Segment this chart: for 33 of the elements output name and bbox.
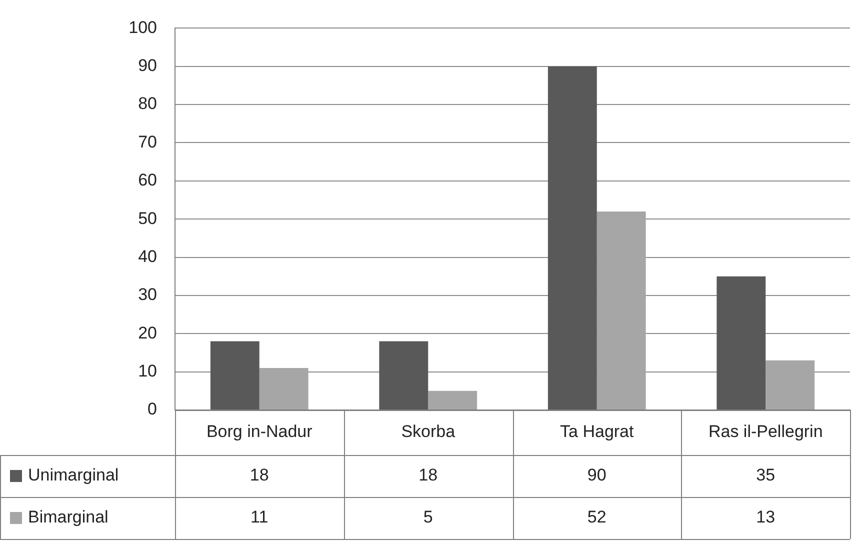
data-label: 18 bbox=[418, 466, 438, 485]
legend-label: Unimarginal bbox=[28, 466, 119, 485]
y-tick-label: 60 bbox=[138, 170, 157, 190]
y-tick-label: 90 bbox=[138, 56, 157, 76]
y-tick-label: 30 bbox=[138, 285, 157, 304]
y-tick-label: 40 bbox=[138, 246, 157, 266]
bar bbox=[428, 390, 478, 410]
data-label: 35 bbox=[756, 466, 776, 485]
bar bbox=[766, 360, 815, 410]
x-tick-label: Borg in-Nadur bbox=[206, 422, 313, 441]
data-label: 90 bbox=[587, 466, 606, 485]
y-tick-label: 70 bbox=[138, 132, 157, 152]
data-label: 18 bbox=[250, 466, 269, 485]
y-tick-label: 100 bbox=[128, 18, 157, 37]
y-tick-label: 10 bbox=[138, 362, 157, 381]
y-tick-label: 0 bbox=[148, 400, 157, 419]
bar bbox=[259, 368, 308, 410]
bar bbox=[596, 211, 646, 410]
legend-label: Bimarginal bbox=[28, 508, 108, 527]
bar bbox=[548, 66, 597, 410]
data-label: 52 bbox=[587, 508, 606, 527]
y-tick-label: 50 bbox=[138, 208, 157, 228]
x-tick-label: Ta Hagrat bbox=[560, 422, 634, 441]
data-label: 11 bbox=[250, 508, 268, 527]
bar bbox=[210, 341, 260, 410]
x-tick-label: Ras il-Pellegrin bbox=[708, 422, 823, 441]
data-label: 13 bbox=[756, 508, 776, 527]
y-tick-label: 80 bbox=[138, 94, 157, 114]
bar bbox=[716, 276, 766, 410]
data-label: 5 bbox=[423, 508, 433, 527]
bar bbox=[379, 341, 428, 410]
y-tick-label: 20 bbox=[138, 323, 157, 342]
x-tick-label: Skorba bbox=[401, 422, 456, 441]
